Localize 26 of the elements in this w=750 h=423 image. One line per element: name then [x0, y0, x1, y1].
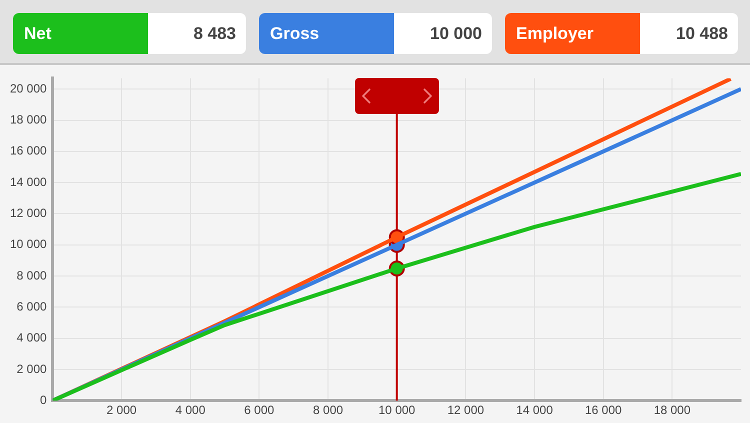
x-tick-label: 14 000 [516, 403, 554, 418]
text: 10 488 [676, 23, 728, 45]
text: Net [13, 13, 148, 54]
text: 8 483 [193, 23, 236, 45]
y-tick-label: 12 000 [10, 206, 48, 220]
y-tick-label: 10 000 [10, 237, 48, 252]
x-tick-label: 16 000 [584, 403, 622, 418]
text: Gross [259, 13, 394, 54]
text: Employer [505, 13, 640, 54]
text: 10 000 [430, 23, 482, 45]
x-tick-label: 8 000 [313, 403, 344, 418]
y-tick-label: 0 [40, 392, 48, 407]
y-tick-label: 2 000 [16, 362, 48, 376]
y-tick-label: 14 000 [10, 174, 48, 189]
x-tick-label: 4 000 [175, 403, 206, 418]
y-tick-label: 16 000 [10, 144, 48, 158]
x-tick-label: 6 000 [244, 403, 275, 418]
x-tick-label: 2 000 [106, 403, 137, 418]
x-tick-label: 10 000 [378, 403, 416, 418]
x-tick-label: 18 000 [654, 403, 691, 418]
y-tick-label: 18 000 [10, 112, 48, 127]
x-tick-label: 12 000 [447, 403, 484, 418]
y-tick-label: 20 000 [10, 81, 48, 96]
y-tick-label: 8 000 [16, 268, 48, 282]
y-tick-label: 4 000 [16, 330, 48, 345]
y-tick-label: 6 000 [16, 299, 48, 314]
